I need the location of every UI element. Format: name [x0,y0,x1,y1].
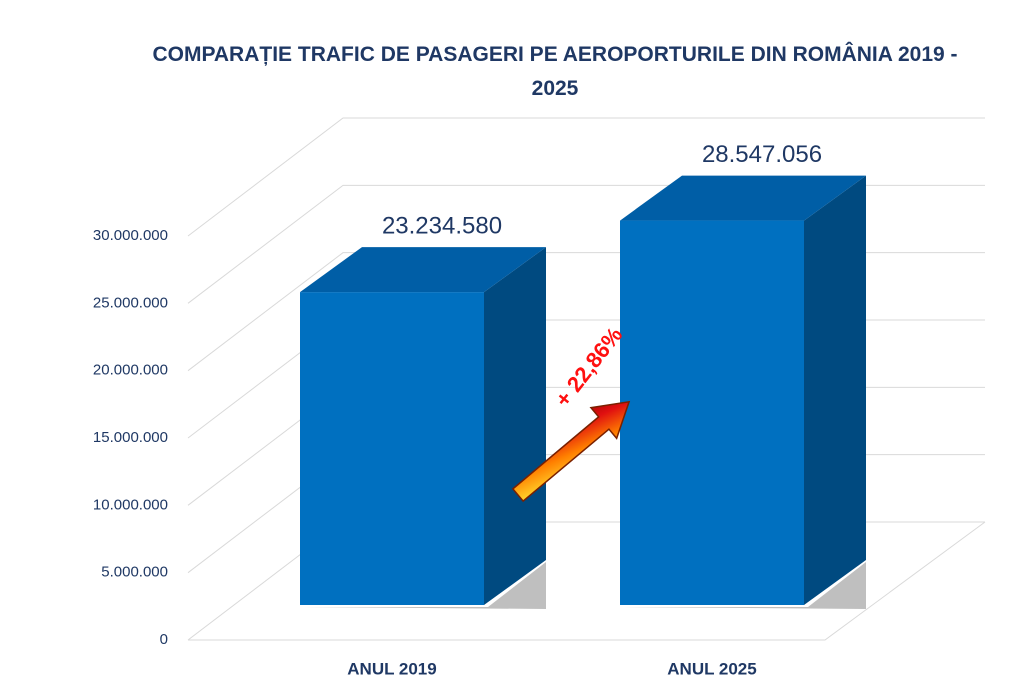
y-tick-label: 5.000.000 [101,564,168,581]
growth-arrow [511,400,631,503]
bar-side [804,175,866,605]
y-tick-label: 25.000.000 [93,294,168,311]
y-tick-label: 0 [160,631,168,648]
bar [300,292,484,605]
x-tick-label: ANUL 2019 [347,659,436,678]
bar-top [300,247,546,293]
x-tick-label: ANUL 2025 [667,659,756,678]
y-tick-label: 15.000.000 [93,429,168,446]
bars [300,175,866,609]
bar-shadow [624,562,866,609]
chart-title: COMPARAȚIE TRAFIC DE PASAGERI PE AEROPOR… [152,43,958,100]
bar [620,220,804,605]
arrow-shape [511,400,631,503]
annotation: + 22,86% [550,322,627,411]
y-tick-label: 20.000.000 [93,362,168,379]
bar-side [484,247,546,605]
bar-top [620,175,866,221]
value-label: 23.234.580 [382,212,502,239]
value-label: 28.547.056 [702,141,822,168]
floor-edge [188,521,986,641]
y-tick-label: 10.000.000 [93,496,168,513]
bar-shadow [304,562,546,609]
y-tick-label: 30.000.000 [93,227,168,244]
grid-line [187,117,985,237]
